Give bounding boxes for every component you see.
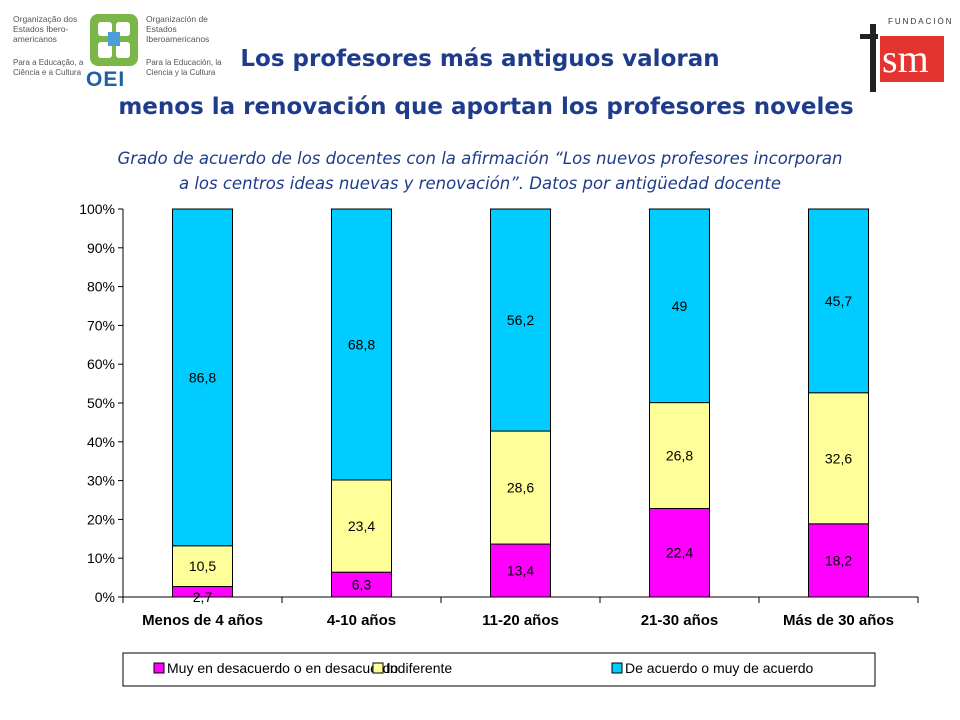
- bar-segment: [808, 392, 869, 525]
- data-label: 6,3: [352, 577, 372, 593]
- data-label: 68,8: [348, 337, 375, 353]
- y-tick-label: 90%: [87, 240, 115, 256]
- data-label: 18,2: [825, 552, 852, 568]
- bar-segment: [172, 208, 233, 547]
- fsm-fundacion: FUNDACIÓN: [888, 17, 954, 26]
- bar-segment: [490, 208, 551, 432]
- y-tick-label: 0%: [95, 589, 115, 605]
- data-label: 49: [672, 298, 688, 314]
- legend-label: Muy en desacuerdo o en desacuerdo: [167, 660, 398, 676]
- legend-label: Indiferente: [386, 660, 452, 676]
- bar-segment: [331, 479, 392, 573]
- legend-label: De acuerdo o muy de acuerdo: [625, 660, 814, 676]
- fsm-mark: sm: [882, 36, 929, 81]
- subtitle-line2: a los centros ideas nuevas y renovación”…: [178, 174, 781, 193]
- oei-emblem-icon: [90, 14, 138, 66]
- data-label: 22,4: [666, 545, 693, 561]
- data-label: 26,8: [666, 448, 693, 464]
- oei-logo: Organização dos Estados Ibero-americanos…: [8, 10, 248, 91]
- bar-segment: [331, 571, 392, 598]
- y-tick-label: 20%: [87, 511, 115, 527]
- data-label: 28,6: [507, 480, 534, 496]
- fsm-logo: sm FUNDACIÓN: [860, 17, 954, 92]
- data-label: 86,8: [189, 369, 216, 385]
- x-tick-label: Menos de 4 años: [142, 612, 263, 629]
- x-tick-label: 11-20 años: [482, 612, 559, 629]
- y-tick-label: 100%: [79, 201, 115, 217]
- x-tick-label: 4-10 años: [327, 612, 396, 629]
- chart-subtitle: Grado de acuerdo de los docentes con la …: [0, 146, 960, 196]
- bar-segment: [490, 543, 551, 598]
- data-label: 2,7: [193, 589, 213, 605]
- bar-segment: [331, 208, 392, 481]
- y-tick-label: 80%: [87, 279, 115, 295]
- y-tick-label: 30%: [87, 473, 115, 489]
- oei-right-name: Organización de Estados Iberoamericanos: [146, 14, 210, 44]
- oei-left-tagline: Para a Educação, a Ciência e a Cultura: [13, 58, 84, 77]
- oei-acronym: OEI: [86, 68, 126, 91]
- bar-segment: [808, 208, 869, 394]
- y-tick-label: 50%: [87, 395, 115, 411]
- legend-swatch: [153, 662, 165, 674]
- x-tick-label: 21-30 años: [641, 612, 719, 629]
- legend-swatch: [611, 662, 623, 674]
- x-tick-label: Más de 30 años: [783, 612, 894, 629]
- bar-segment: [649, 208, 710, 404]
- y-tick-label: 60%: [87, 356, 115, 372]
- legend-swatch: [372, 662, 384, 674]
- data-label: 32,6: [825, 450, 852, 466]
- subtitle-line1: Grado de acuerdo de los docentes con la …: [117, 149, 843, 168]
- y-tick-label: 10%: [87, 550, 115, 566]
- bar-segment: [808, 523, 869, 598]
- oei-right-tagline: Para la Educación, la Ciencia y la Cultu…: [146, 58, 222, 77]
- y-tick-label: 40%: [87, 434, 115, 450]
- data-label: 13,4: [507, 563, 534, 579]
- data-label: 45,7: [825, 293, 852, 309]
- bar-segment: [649, 507, 710, 598]
- page-title-line1: Los profesores más antiguos valoran: [240, 46, 720, 72]
- data-label: 10,5: [189, 558, 216, 574]
- bar-segment: [490, 430, 551, 545]
- data-label: 23,4: [348, 518, 375, 534]
- y-tick-label: 70%: [87, 317, 115, 333]
- page-title-line2: menos la renovación que aportan los prof…: [118, 94, 854, 120]
- bar-segment: [172, 545, 233, 588]
- legend-box: [122, 652, 876, 687]
- data-label: 56,2: [507, 312, 534, 328]
- oei-left-name: Organização dos Estados Ibero-americanos: [13, 14, 78, 44]
